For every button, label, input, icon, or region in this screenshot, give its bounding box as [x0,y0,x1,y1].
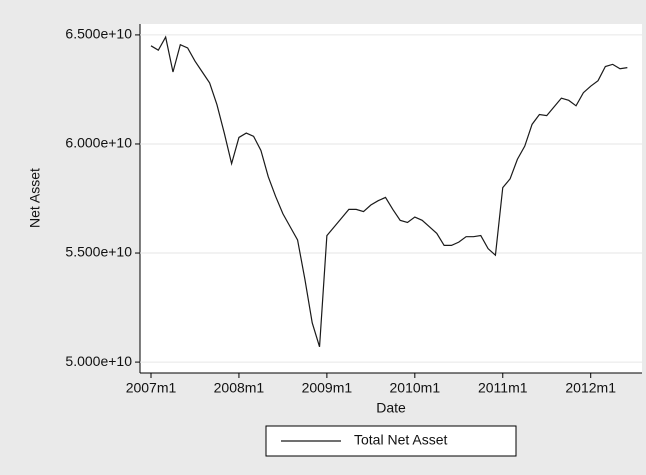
x-axis-label: Date [376,400,406,416]
x-tick-label: 2011m1 [478,380,528,396]
y-tick-label: 5.000e+10 [65,353,132,369]
legend-label: Total Net Asset [354,432,447,448]
y-tick-label: 5.500e+10 [65,244,132,260]
x-tick-label: 2008m1 [214,380,265,396]
y-axis-label: Net Asset [27,168,43,228]
x-tick-label: 2009m1 [302,380,353,396]
data-line [150,35,628,348]
y-tick-label: 6.500e+10 [65,26,132,42]
plot-area [140,24,642,373]
x-tick-label: 2010m1 [390,380,441,396]
x-tick-label: 2007m1 [126,380,177,396]
y-tick-label: 6.000e+10 [65,135,132,151]
x-tick-label: 2012m1 [565,380,616,396]
